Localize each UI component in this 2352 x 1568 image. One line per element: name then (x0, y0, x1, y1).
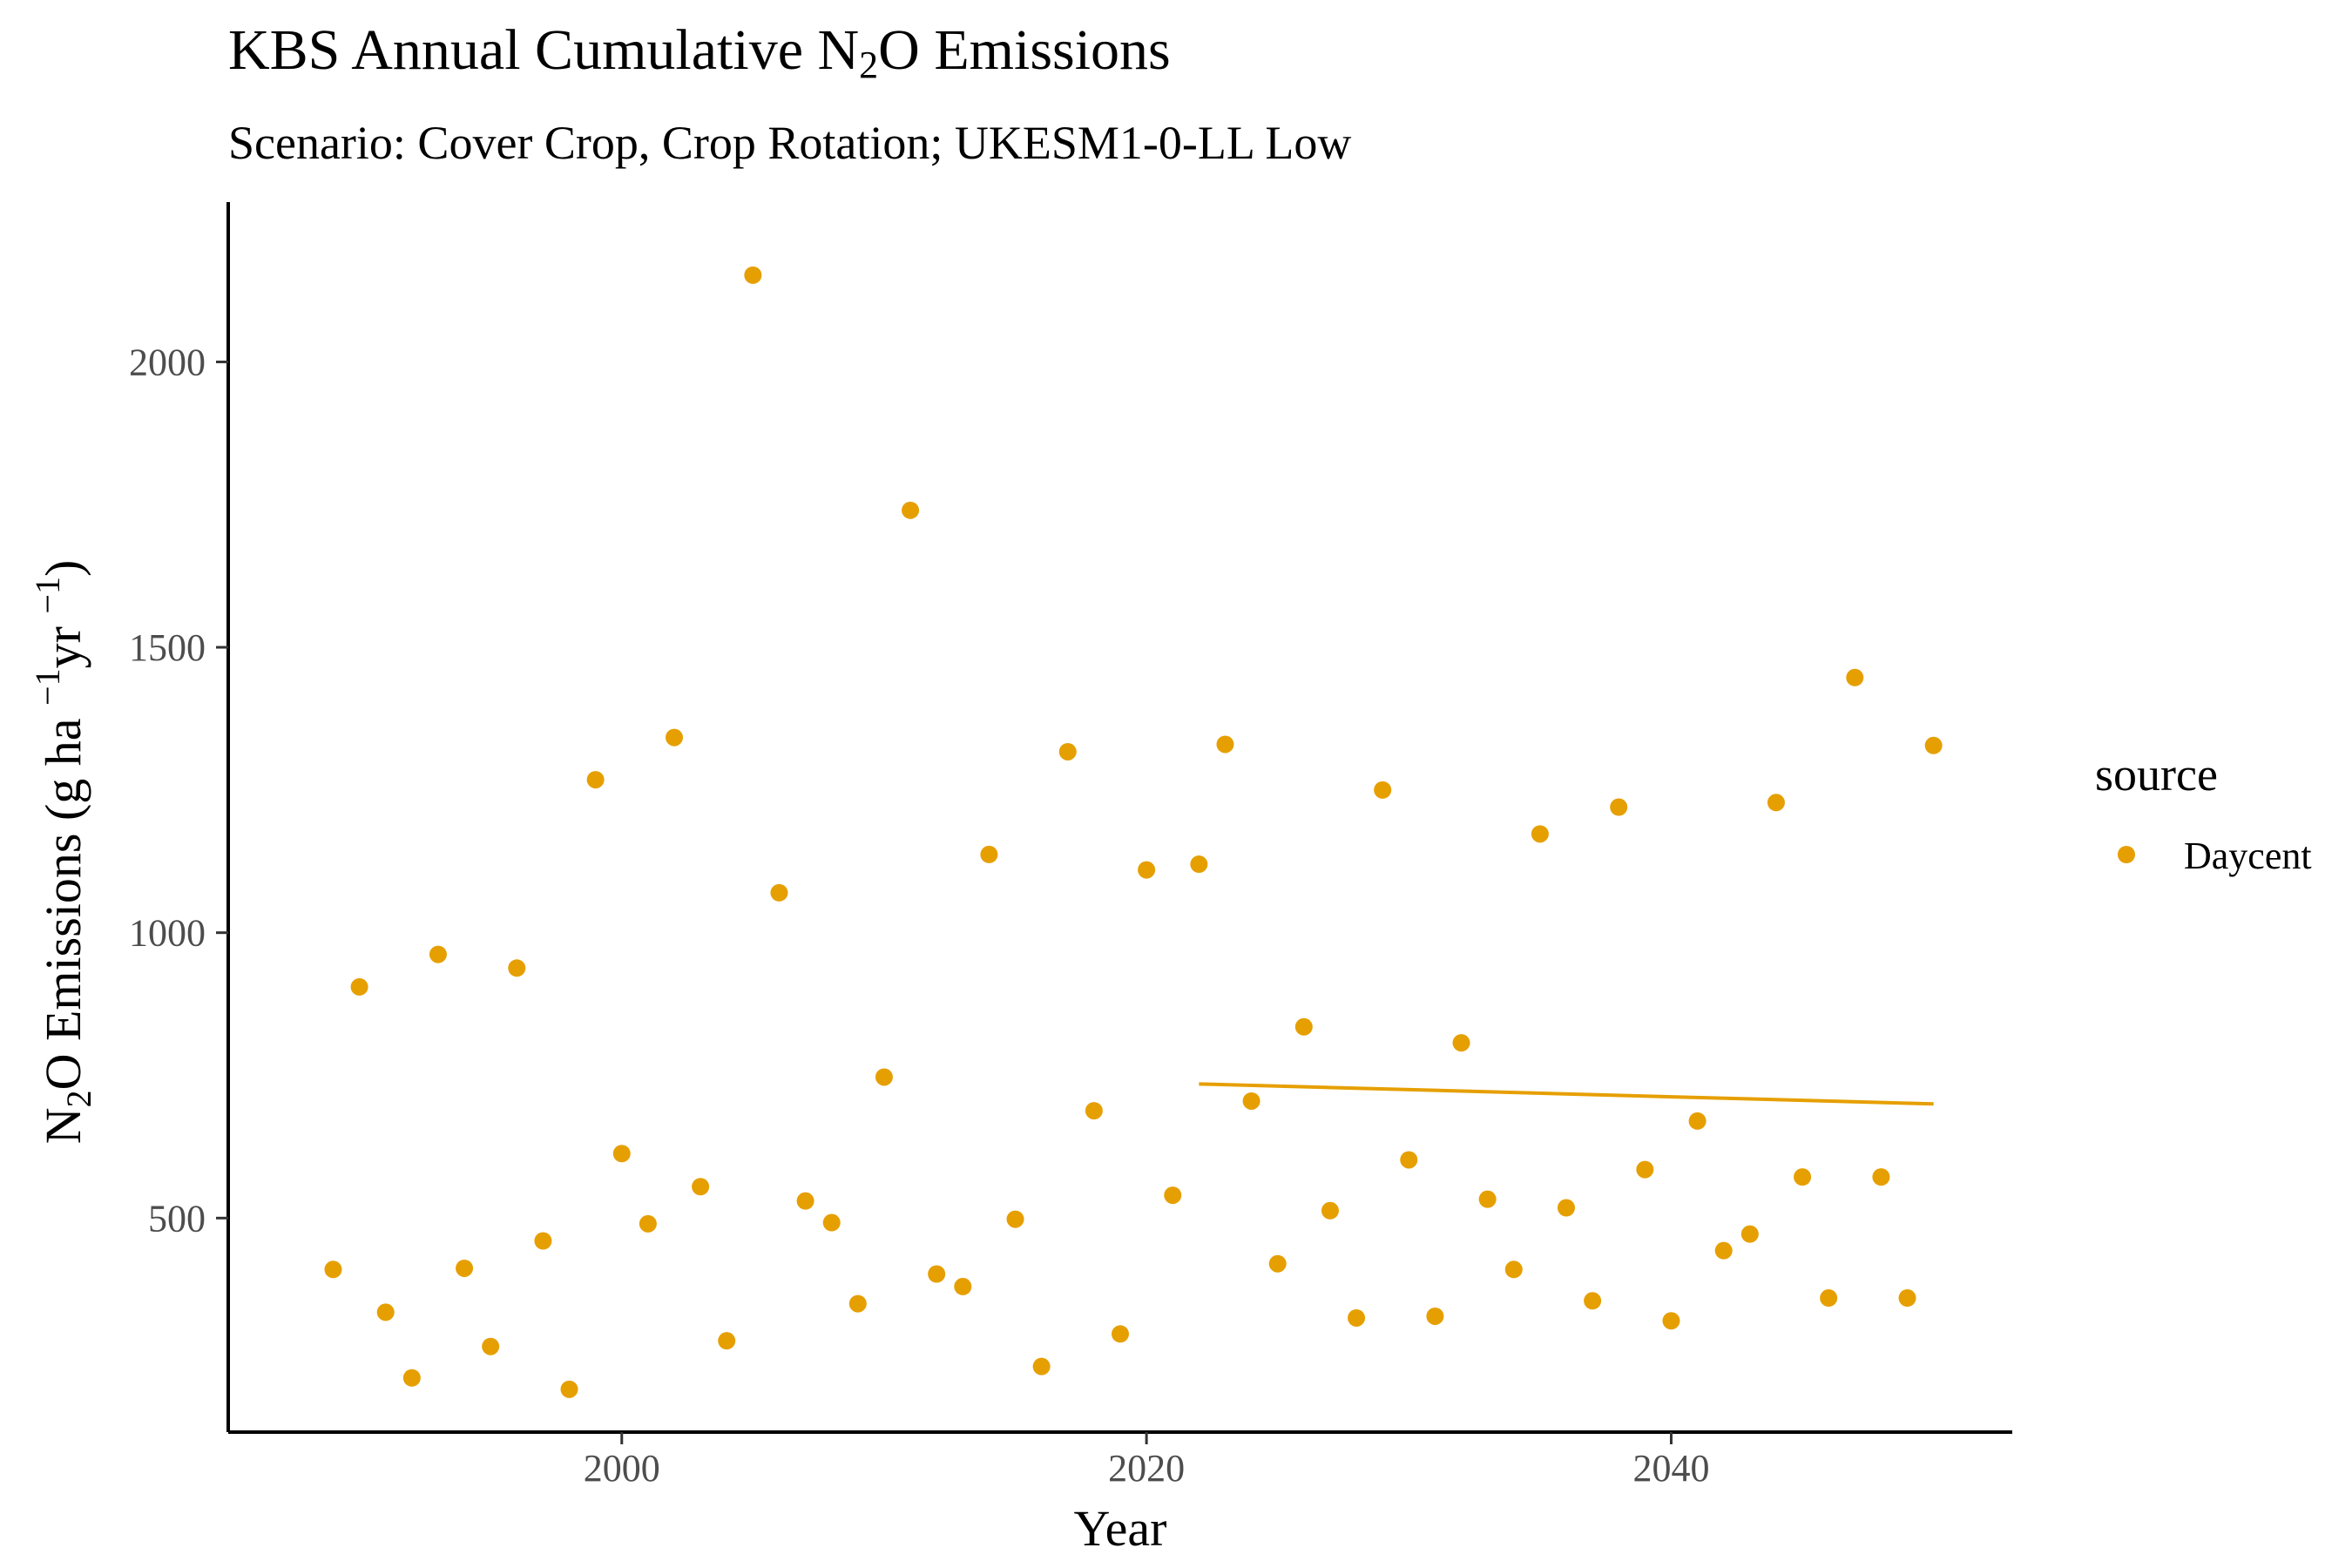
y-axis-ticks: 500 1000 1500 2000 (129, 341, 228, 1240)
data-point (1374, 781, 1392, 799)
data-point (1558, 1199, 1575, 1217)
data-point (770, 883, 788, 902)
data-point (1846, 668, 1864, 686)
data-point (928, 1265, 946, 1283)
data-point (1636, 1160, 1654, 1179)
x-tick-label: 2000 (584, 1447, 660, 1490)
data-point (1426, 1307, 1444, 1325)
data-point (1898, 1289, 1916, 1308)
data-point (376, 1303, 395, 1321)
trend-line (1199, 1082, 1934, 1106)
data-point (1138, 861, 1156, 879)
x-tick-label: 2020 (1108, 1447, 1185, 1490)
legend-title: source (2095, 748, 2218, 801)
x-axis-title: Year (1074, 1500, 1167, 1557)
data-point (1820, 1289, 1838, 1308)
data-point (456, 1259, 474, 1277)
chart-subtitle: Scenario: Cover Crop, Crop Rotation; UKE… (228, 117, 1352, 169)
y-tick-label: 1000 (129, 912, 206, 955)
data-point (1584, 1292, 1602, 1310)
data-point (1216, 735, 1234, 754)
data-point (1112, 1325, 1129, 1343)
data-point (1531, 825, 1549, 843)
data-point (586, 771, 605, 789)
data-point (1872, 1168, 1890, 1186)
x-tick-label: 2040 (1632, 1447, 1709, 1490)
data-point (534, 1232, 552, 1250)
data-point (1294, 1017, 1313, 1036)
data-point (666, 728, 683, 747)
data-point (429, 945, 447, 963)
data-point (1714, 1241, 1733, 1260)
data-point (1085, 1102, 1103, 1120)
data-point (560, 1380, 578, 1398)
data-point (1662, 1312, 1680, 1330)
data-point (1688, 1112, 1707, 1130)
data-point (1058, 742, 1077, 760)
data-point (639, 1214, 657, 1233)
x-axis-ticks: 2000 2020 2040 (584, 1432, 1709, 1490)
y-tick-label: 2000 (129, 341, 206, 383)
data-point (1452, 1034, 1470, 1052)
data-point (1504, 1260, 1523, 1279)
data-point (324, 1260, 342, 1279)
data-point (612, 1145, 631, 1163)
legend: source Daycent (2095, 748, 2312, 877)
data-point (350, 977, 368, 996)
data-point (1006, 1210, 1024, 1228)
data-point (822, 1213, 841, 1232)
data-points (324, 266, 1943, 1398)
data-point (508, 959, 526, 977)
data-point (1032, 1357, 1051, 1375)
data-point (1242, 1092, 1260, 1110)
data-point (1268, 1254, 1287, 1273)
data-point (1767, 794, 1785, 812)
y-axis-title: N2O Emissions (g ha −1yr −1) (28, 560, 98, 1145)
data-point (1740, 1225, 1759, 1243)
y-tick-label: 500 (148, 1197, 206, 1240)
legend-label-daycent: Daycent (2184, 835, 2312, 877)
data-point (980, 845, 998, 863)
data-point (692, 1178, 710, 1196)
data-point (848, 1294, 867, 1313)
data-point (796, 1192, 814, 1210)
data-point (744, 266, 762, 284)
data-point (1610, 798, 1628, 816)
data-point (1924, 736, 1943, 754)
data-point (1478, 1190, 1497, 1208)
legend-key-daycent (2118, 846, 2135, 863)
data-point (1794, 1168, 1812, 1186)
data-point (875, 1068, 893, 1086)
data-point (718, 1332, 736, 1350)
data-point (902, 501, 920, 519)
chart-title: KBS Annual Cumulative N2O Emissions (228, 18, 1171, 86)
data-point (1164, 1186, 1182, 1205)
data-point (1348, 1308, 1366, 1327)
data-point (1400, 1151, 1418, 1169)
data-point (1190, 855, 1208, 874)
data-point (954, 1277, 972, 1295)
data-point (402, 1369, 421, 1387)
data-point (482, 1337, 500, 1355)
data-point (1321, 1201, 1339, 1220)
y-tick-label: 1500 (129, 626, 206, 669)
